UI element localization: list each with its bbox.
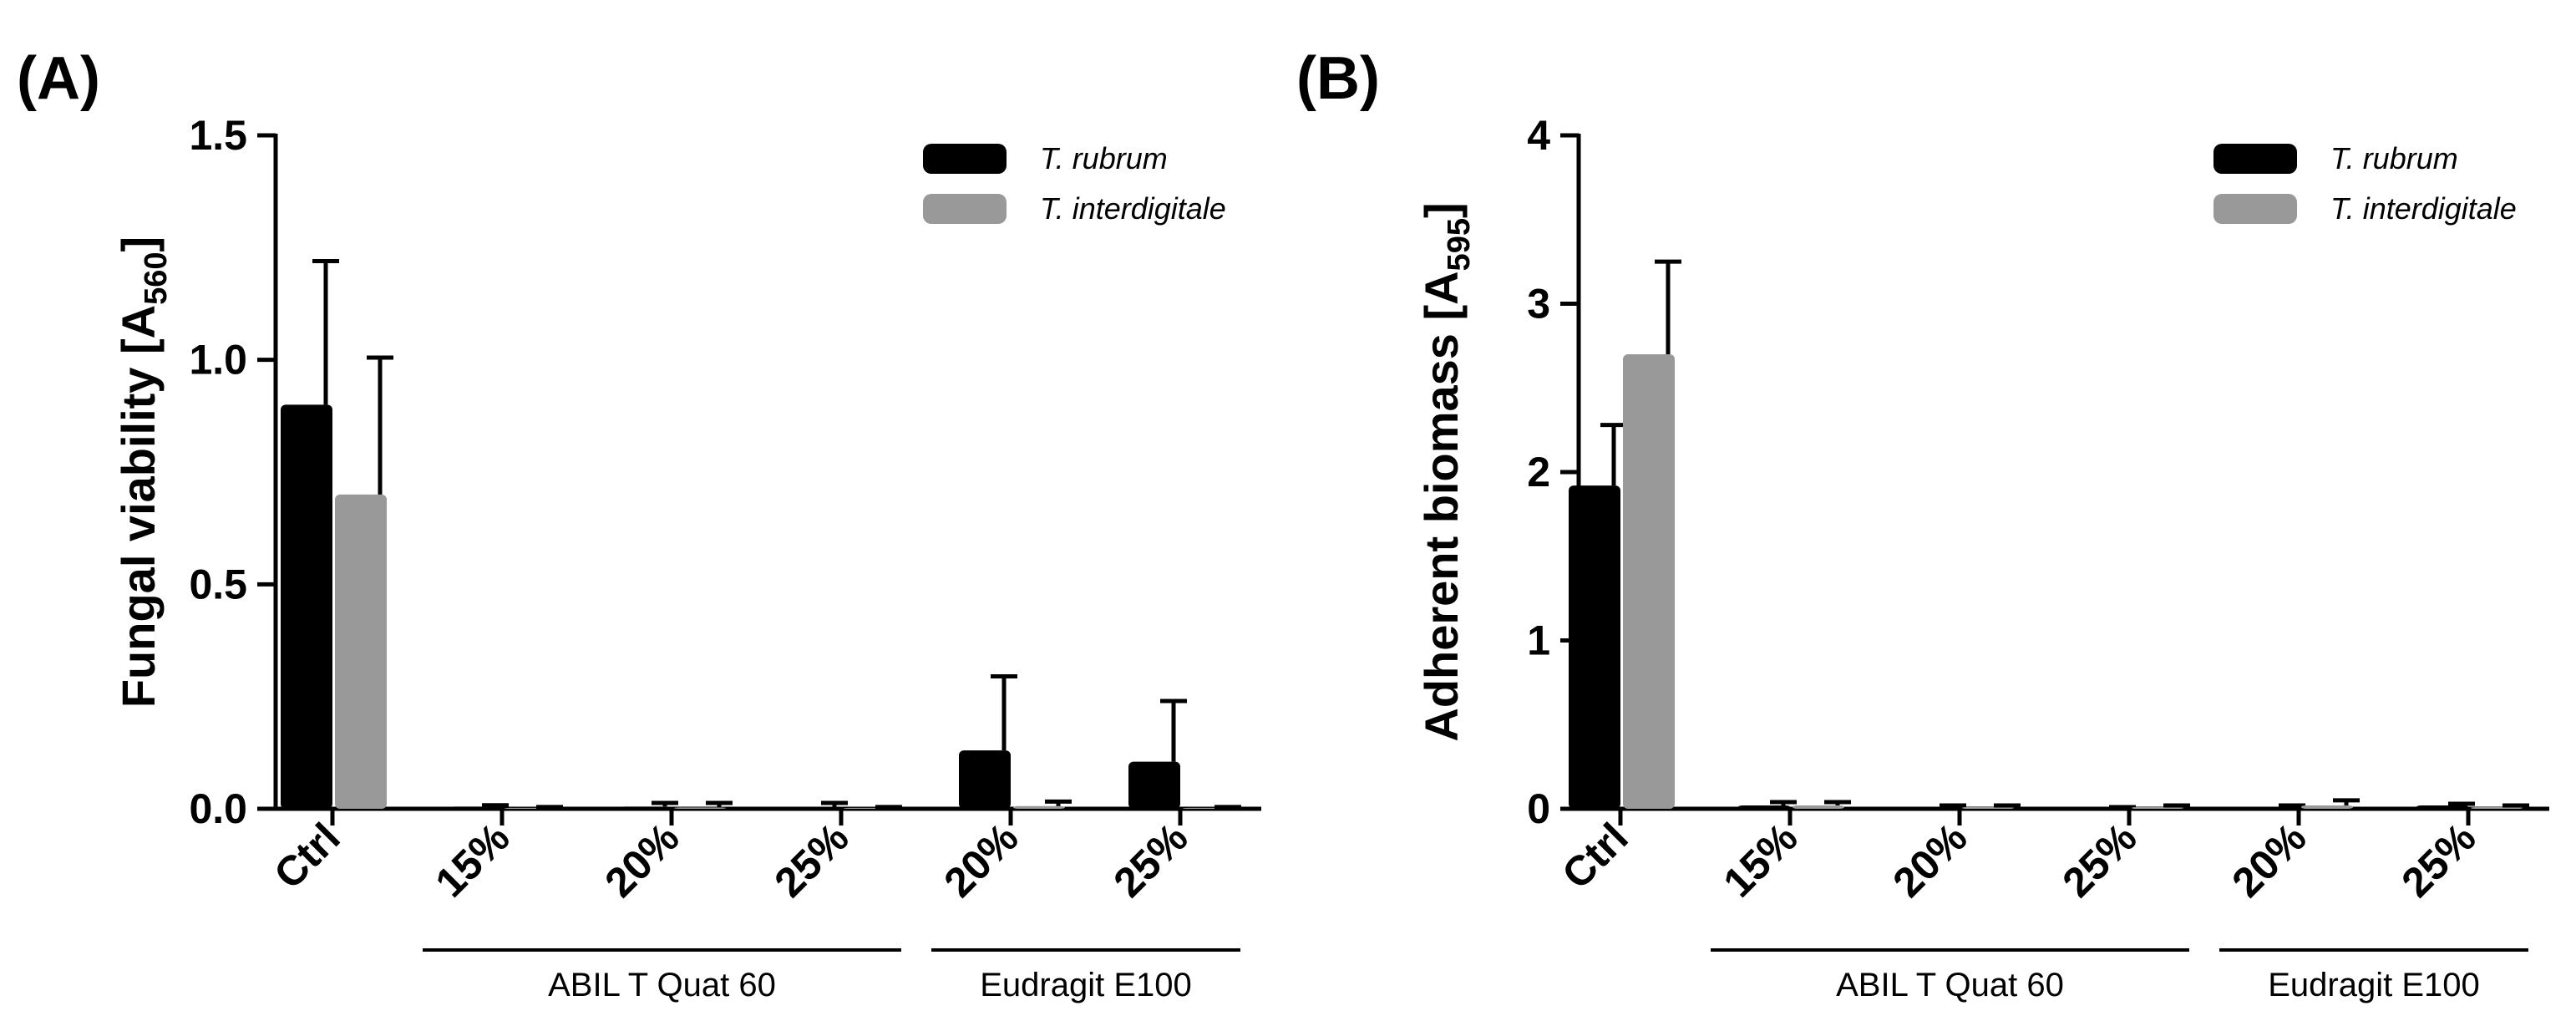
- legend-swatch: [923, 194, 1007, 224]
- legend-swatch: [2213, 144, 2297, 174]
- legend-label: T. rubrum: [2330, 141, 2458, 175]
- group-label: Eudragit E100: [2268, 967, 2480, 1003]
- bar-rubrum: [1908, 806, 1960, 809]
- y-axis-label-subscript: 560: [139, 251, 174, 304]
- y-axis-label-close: ]: [1415, 202, 1468, 218]
- legend-label: T. interdigitale: [2330, 191, 2517, 226]
- y-axis-label-subscript: 595: [1442, 218, 1477, 271]
- panel-label: (A): [17, 45, 100, 112]
- y-tick-label: 0.0: [189, 785, 247, 832]
- x-tick-label: 15%: [1714, 814, 1806, 906]
- y-axis-label-main: Fungal viability [A: [112, 305, 165, 708]
- chart-panel-2: (B) 0 1 2 3 4 Adherent biomass [A595] Ctrl 15% 20…: [1296, 45, 2549, 1003]
- bar-interdigitale: [1962, 806, 2014, 809]
- legend-label: T. interdigitale: [1040, 191, 1226, 226]
- x-tick-label: 25%: [2392, 814, 2484, 906]
- x-tick-label: 20%: [2223, 814, 2315, 906]
- y-tick-label: 4: [1527, 112, 1550, 159]
- bar-rubrum: [620, 806, 672, 809]
- group-label: ABIL T Quat 60: [1836, 967, 2064, 1003]
- x-tick-label: 25%: [765, 814, 857, 906]
- bar-interdigitale: [1013, 805, 1065, 809]
- bar-rubrum: [1569, 485, 1620, 809]
- y-tick-label: 1: [1527, 617, 1550, 664]
- bar-rubrum: [2247, 806, 2299, 809]
- x-tick-label: 15%: [426, 814, 518, 906]
- bar-interdigitale: [2301, 805, 2353, 809]
- bar-rubrum: [1128, 761, 1180, 809]
- legend-swatch: [923, 144, 1007, 174]
- x-tick-label: 20%: [935, 814, 1027, 906]
- y-axis-label: Fungal viability [A560]: [112, 236, 174, 708]
- x-tick-label: 20%: [1884, 814, 1975, 906]
- y-axis-label-main: Adherent biomass [A: [1415, 271, 1468, 741]
- x-tick-label: 20%: [596, 814, 687, 906]
- y-axis-label: Adherent biomass [A595]: [1415, 202, 1477, 741]
- bar-interdigitale: [2132, 806, 2183, 809]
- bar-rubrum: [959, 750, 1011, 809]
- bar-interdigitale: [674, 807, 726, 809]
- y-tick-label: 0.5: [189, 561, 247, 607]
- legend-swatch: [2213, 194, 2297, 224]
- group-label: Eudragit E100: [980, 967, 1192, 1003]
- y-tick-label: 2: [1527, 449, 1550, 495]
- y-tick-label: 3: [1527, 281, 1550, 328]
- bar-interdigitale: [1623, 353, 1675, 809]
- bar-interdigitale: [335, 494, 387, 809]
- bar-interdigitale: [2471, 806, 2523, 809]
- x-tick-label: Ctrl: [1553, 814, 1636, 897]
- panel-label: (B): [1296, 45, 1380, 112]
- y-tick-label: 1.0: [189, 337, 247, 384]
- x-tick-label: Ctrl: [265, 814, 348, 897]
- y-tick-label: 0: [1527, 785, 1550, 832]
- bar-interdigitale: [1793, 805, 1844, 809]
- y-tick-label: 1.5: [189, 112, 247, 159]
- bar-rubrum: [1738, 805, 1790, 809]
- bar-rubrum: [789, 807, 841, 809]
- group-label: ABIL T Quat 60: [548, 967, 776, 1003]
- y-axis-label-close: ]: [112, 236, 165, 252]
- bar-rubrum: [281, 404, 332, 809]
- x-tick-label: 25%: [2053, 814, 2145, 906]
- chart-panel-1: (A) 0.0 0.5 1.0 1.5 Fungal viability [A560] Ct…: [17, 45, 1261, 1003]
- bar-rubrum: [2416, 805, 2468, 809]
- legend-label: T. rubrum: [1040, 141, 1168, 175]
- x-tick-label: 25%: [1104, 814, 1196, 906]
